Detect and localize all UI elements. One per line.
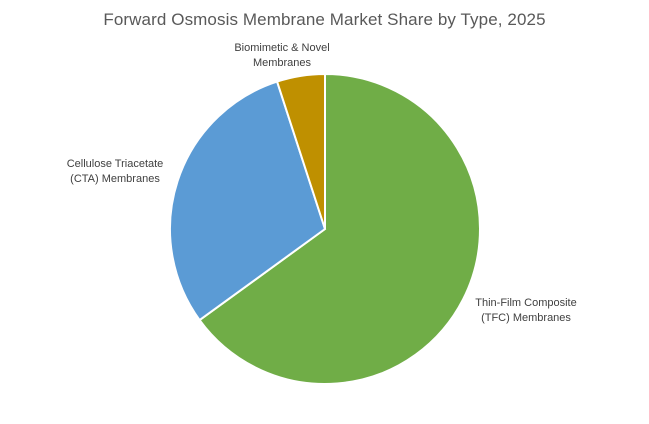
slice-label-1: Cellulose Triacetate (CTA) Membranes <box>67 158 164 185</box>
chart-title: Forward Osmosis Membrane Market Share by… <box>103 10 546 29</box>
slice-label-2: Biomimetic & Novel Membranes <box>234 42 329 69</box>
pie-slice-1 <box>169 80 327 322</box>
pie-slice-2 <box>275 72 326 230</box>
slice-label-0: Thin-Film Composite (TFC) Membranes <box>475 297 576 324</box>
pie-slice-0 <box>198 72 481 385</box>
